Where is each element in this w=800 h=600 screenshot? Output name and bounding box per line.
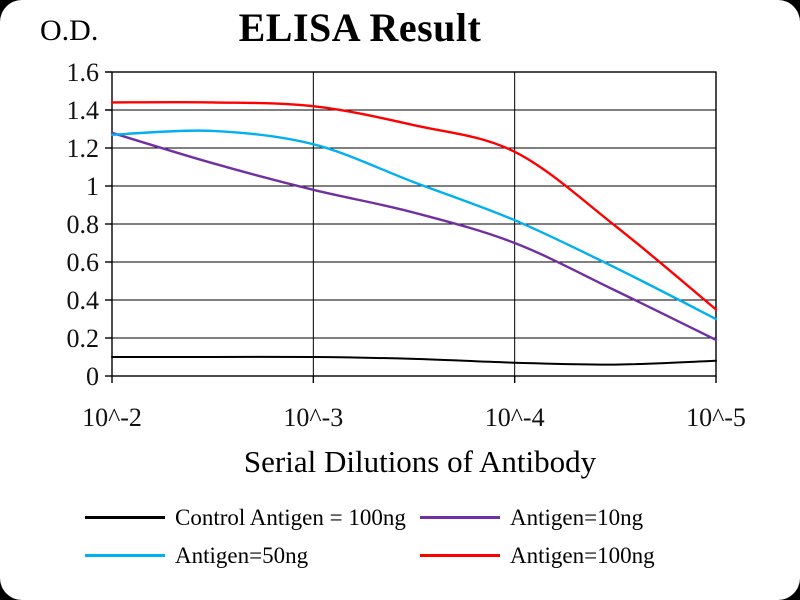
- x-tick-label: 10^-4: [485, 403, 545, 432]
- x-axis-label: Serial Dilutions of Antibody: [243, 444, 597, 479]
- series-line-antigen-50ng: [110, 129, 718, 321]
- y-tick-label: 0.6: [67, 248, 100, 277]
- y-axis-label: O.D.: [40, 14, 99, 47]
- y-tick-label: 1.6: [67, 58, 100, 87]
- legend-item-antigen-50ng: Antigen=50ng: [85, 541, 420, 570]
- y-tick-label: 0.8: [67, 210, 100, 239]
- y-tick-label: 0.2: [67, 324, 100, 353]
- chart-legend: Control Antigen = 100ng Antigen=10ng Antig…: [85, 503, 770, 570]
- legend-line-swatch: [420, 554, 500, 557]
- legend-item-control-antigen-100ng: Control Antigen = 100ng: [85, 503, 420, 532]
- legend-line-swatch: [420, 516, 500, 519]
- x-tick-label: 10^-5: [686, 403, 746, 432]
- legend-label: Antigen=50ng: [175, 542, 309, 568]
- series-line-antigen-100ng: [110, 100, 718, 311]
- y-tick-label: 1: [86, 172, 99, 201]
- legend-line-swatch: [85, 516, 165, 519]
- series-line-control-antigen-100ng: [111, 355, 717, 366]
- y-tick-label: 1.4: [67, 96, 100, 125]
- y-tick-label: 0.4: [67, 286, 100, 315]
- y-tick-label: 1.2: [67, 134, 100, 163]
- x-tick-label: 10^-2: [82, 403, 142, 432]
- legend-label: Control Antigen = 100ng: [175, 504, 406, 530]
- legend-label: Antigen=100ng: [510, 542, 655, 568]
- legend-item-antigen-100ng: Antigen=100ng: [420, 541, 770, 570]
- legend-line-swatch: [85, 554, 165, 557]
- chart-title: ELISA Result: [238, 5, 482, 50]
- legend-label: Antigen=10ng: [510, 504, 644, 530]
- x-tick-label: 10^-3: [283, 403, 343, 432]
- y-tick-label: 0: [86, 362, 99, 391]
- series-line-antigen-10ng: [110, 131, 718, 342]
- legend-item-antigen-10ng: Antigen=10ng: [420, 503, 770, 532]
